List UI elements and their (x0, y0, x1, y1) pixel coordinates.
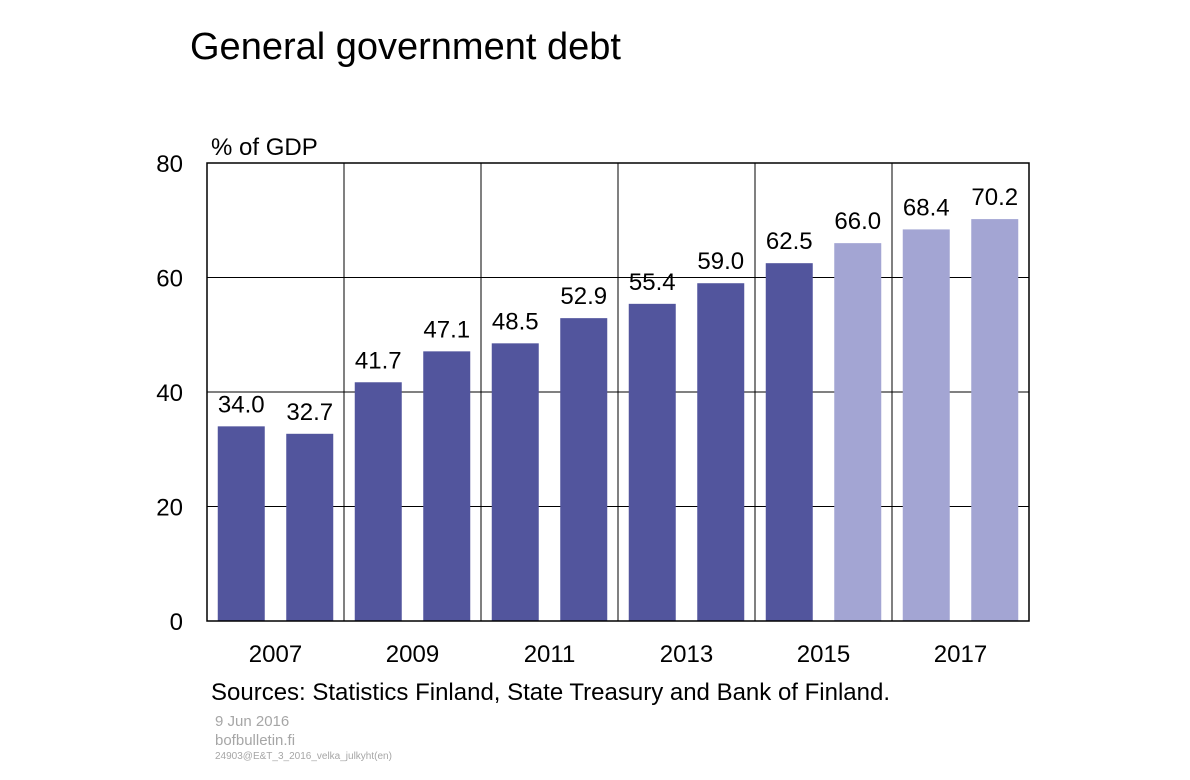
footer-site: bofbulletin.fi (215, 732, 296, 749)
bar-2016 (834, 243, 882, 621)
bar-2018 (971, 219, 1019, 622)
y-tick-label: 20 (156, 495, 183, 522)
bar-2013 (628, 303, 676, 621)
y-axis-label: % of GDP (211, 134, 318, 161)
value-label: 55.4 (629, 269, 676, 296)
sources-note: Sources: Statistics Finland, State Treas… (211, 679, 891, 706)
x-tick-label: 2007 (249, 641, 302, 668)
x-tick-label: 2017 (934, 641, 987, 668)
value-label: 59.0 (697, 248, 744, 275)
value-label: 47.1 (423, 316, 470, 343)
value-label: 41.7 (355, 347, 402, 374)
bar-2014 (697, 283, 745, 621)
x-tick-label: 2013 (660, 641, 713, 668)
footer-date: 9 Jun 2016 (215, 713, 290, 730)
x-tick-label: 2015 (797, 641, 850, 668)
chart-title: General government debt (190, 26, 621, 68)
value-labels: 34.0 32.7 41.7 47.1 48.5 52.9 55.4 59.0 62.5 66.0… (218, 184, 1018, 426)
bar-2012 (560, 318, 608, 621)
bars (217, 219, 1019, 622)
bar-2009 (354, 382, 402, 621)
bar-2007 (217, 426, 265, 621)
bar-2011 (491, 343, 539, 621)
value-label: 48.5 (492, 308, 539, 335)
y-tick-label: 0 (170, 609, 183, 636)
bar-2010 (423, 351, 471, 621)
bar-2008 (286, 433, 334, 621)
value-label: 66.0 (834, 208, 881, 235)
footer-code: 24903@E&T_3_2016_velka_julkyht(en) (215, 751, 392, 762)
value-label: 32.7 (286, 399, 333, 426)
grid-lines (207, 163, 1029, 621)
y-tick-label: 40 (156, 380, 183, 407)
bar-2015 (765, 263, 813, 621)
value-label: 68.4 (903, 194, 950, 221)
value-label: 62.5 (766, 228, 813, 255)
y-tick-label: 80 (156, 151, 183, 178)
plot-frame (206, 162, 1030, 622)
axes: 0 20 40 60 80 2007 2009 2011 2013 2015 2017 (156, 151, 1030, 668)
y-tick-label: 60 (156, 266, 183, 293)
x-tick-label: 2009 (386, 641, 439, 668)
value-label: 34.0 (218, 391, 265, 418)
x-tick-label: 2011 (524, 641, 576, 668)
bar-2017 (902, 229, 950, 621)
value-label: 52.9 (560, 283, 607, 310)
value-label: 70.2 (971, 184, 1018, 211)
